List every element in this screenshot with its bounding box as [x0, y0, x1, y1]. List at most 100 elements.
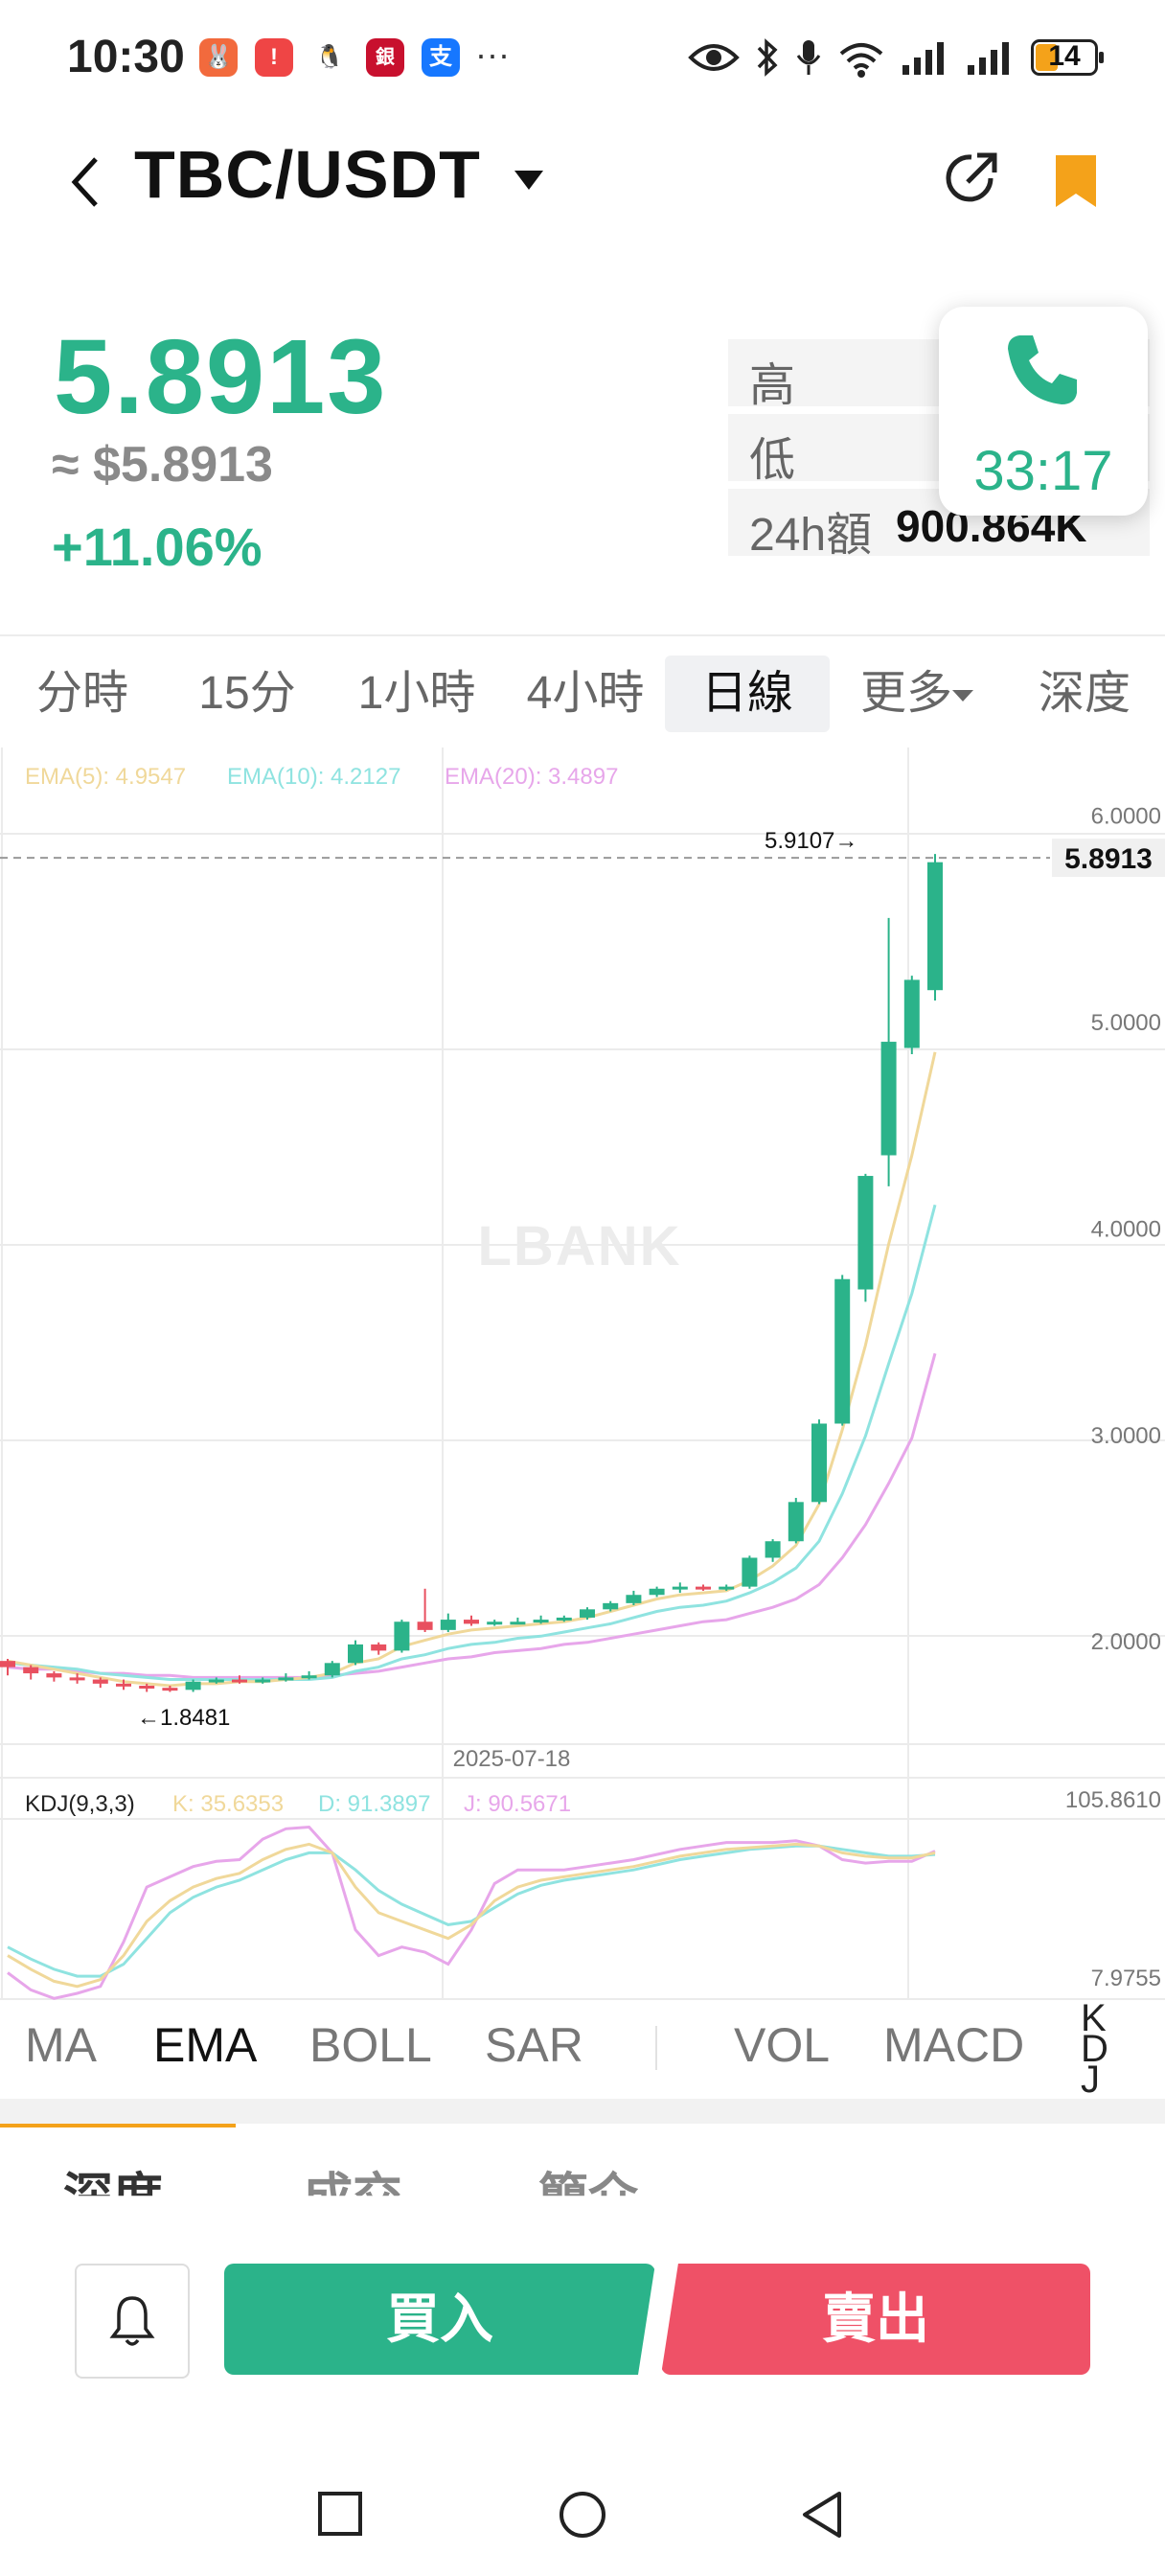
tab-15m[interactable]: 15分: [198, 668, 296, 719]
indicator-vol[interactable]: VOL: [734, 2018, 831, 2072]
candle: [185, 1679, 201, 1692]
tab-1h[interactable]: 1小時: [357, 668, 476, 719]
watermark-logo: LBANK: [478, 1215, 682, 1277]
high-annotation: 5.9107→: [765, 828, 857, 854]
tab-trades[interactable]: 成交: [303, 2170, 403, 2225]
buy-button[interactable]: 買入: [224, 2264, 655, 2375]
kdj-title: KDJ(9,3,3): [25, 1791, 135, 1817]
candle-body: [0, 1661, 15, 1668]
tab-timeshare[interactable]: 分時: [35, 668, 128, 719]
indicator-macd[interactable]: MACD: [883, 2018, 1025, 2072]
candle-body: [440, 1620, 456, 1630]
stat-high-label: 高: [749, 360, 796, 411]
candle: [927, 854, 943, 1000]
tab-depth-bottom[interactable]: 深度: [63, 2170, 164, 2225]
alert-app-icon: !: [255, 38, 293, 77]
indicator-boll[interactable]: BOLL: [309, 2018, 432, 2072]
pair-title[interactable]: TBC/USDT: [134, 137, 481, 212]
candle: [487, 1620, 503, 1626]
share-icon[interactable]: [941, 150, 1000, 209]
current-price-box: [1052, 839, 1165, 878]
candle-body: [672, 1586, 688, 1590]
stat-low-label: 低: [749, 435, 796, 486]
candle-body: [834, 1278, 851, 1424]
candle-body: [324, 1663, 340, 1676]
back-nav-icon[interactable]: [799, 2490, 847, 2540]
candle: [788, 1498, 804, 1544]
battery-icon: 14: [1031, 39, 1104, 76]
candle: [903, 976, 920, 1054]
kdj-y-max: 105.8610: [1065, 1787, 1161, 1813]
kdj-k-label: K: 35.6353: [172, 1791, 284, 1817]
legend-ema10: EMA(10): 4.2127: [227, 764, 400, 790]
ema10-line: [7, 1204, 937, 1681]
y-tick-label: 5.0000: [1091, 1010, 1161, 1036]
recent-apps-icon[interactable]: [316, 2490, 364, 2538]
price-alert-button[interactable]: [75, 2264, 190, 2379]
indicator-ma[interactable]: MA: [25, 2018, 97, 2072]
candle-body: [742, 1557, 758, 1587]
candle: [719, 1584, 735, 1591]
low-annotation: ←1.8481: [137, 1705, 230, 1731]
candle: [208, 1677, 224, 1684]
candle-body: [649, 1588, 665, 1596]
candle-body: [69, 1677, 85, 1681]
candle-body: [487, 1622, 503, 1625]
more-dropdown-icon[interactable]: [950, 688, 975, 703]
home-icon[interactable]: [558, 2490, 607, 2540]
candle: [417, 1588, 433, 1633]
price-change-percent: +11.06%: [52, 517, 263, 577]
candle-body: [116, 1683, 131, 1687]
candle: [139, 1683, 155, 1692]
microphone-icon: [796, 40, 821, 75]
phone-icon: [1008, 335, 1077, 404]
candle-body: [92, 1679, 108, 1684]
candle: [69, 1673, 85, 1684]
stat-volume-label: 24h額: [749, 510, 873, 561]
eye-icon: [688, 44, 740, 71]
battery-level: 14: [1048, 40, 1081, 72]
sell-button[interactable]: 賣出: [661, 2264, 1090, 2375]
rabbit-app-icon: 🐰: [199, 38, 238, 77]
indicator-sar[interactable]: SAR: [485, 2018, 583, 2072]
candle-body: [719, 1586, 735, 1590]
legend-ema20: EMA(20): 3.4897: [445, 764, 618, 790]
candle-body: [417, 1622, 433, 1630]
candle: [626, 1590, 642, 1606]
candle: [672, 1582, 688, 1594]
indicator-ema[interactable]: EMA: [153, 2018, 258, 2072]
candle: [162, 1686, 178, 1692]
candle: [92, 1677, 108, 1689]
call-overlay[interactable]: 33:17: [939, 307, 1148, 516]
tab-intro[interactable]: 簡介: [538, 2170, 639, 2225]
bookmark-icon[interactable]: [1054, 153, 1098, 209]
alipay-icon: 支: [422, 38, 460, 77]
tab-depth[interactable]: 深度: [1038, 668, 1131, 719]
y-tick-label: 6.0000: [1091, 804, 1161, 830]
tab-4h[interactable]: 4小時: [526, 668, 645, 719]
candle-body: [371, 1644, 387, 1651]
candle: [696, 1584, 711, 1591]
tab-daily[interactable]: 日線: [665, 656, 830, 732]
bell-icon: [109, 2296, 155, 2346]
y-tick-label: 3.0000: [1091, 1423, 1161, 1449]
candle: [23, 1665, 39, 1680]
status-icons: 14: [688, 29, 1104, 86]
wifi-icon: [839, 43, 883, 78]
back-arrow-icon[interactable]: [67, 153, 105, 211]
candle-body: [556, 1617, 572, 1621]
candle-body: [46, 1673, 62, 1678]
indicator-kdj[interactable]: KDJ: [1081, 1997, 1108, 2101]
candle-body: [765, 1541, 781, 1558]
usd-price: ≈ $5.8913: [52, 437, 273, 493]
kdj-d-line: [7, 1844, 936, 1978]
bank-app-icon: 銀: [366, 38, 404, 77]
candlestick-chart[interactable]: EMA(5): 4.9547 EMA(10): 4.2127 EMA(20): …: [0, 748, 1165, 2003]
kdj-j-line: [7, 1825, 936, 2000]
more-notifications: ···: [475, 34, 510, 74]
interval-tabs: 分時 15分 1小時 4小時 日線 更多 深度: [0, 634, 1165, 751]
tab-more[interactable]: 更多: [859, 668, 952, 719]
call-duration: 33:17: [973, 440, 1113, 502]
pair-dropdown-icon[interactable]: [513, 169, 545, 192]
candle: [880, 917, 897, 1186]
